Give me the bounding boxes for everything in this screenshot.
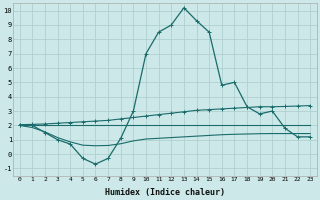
X-axis label: Humidex (Indice chaleur): Humidex (Indice chaleur) <box>105 188 225 197</box>
